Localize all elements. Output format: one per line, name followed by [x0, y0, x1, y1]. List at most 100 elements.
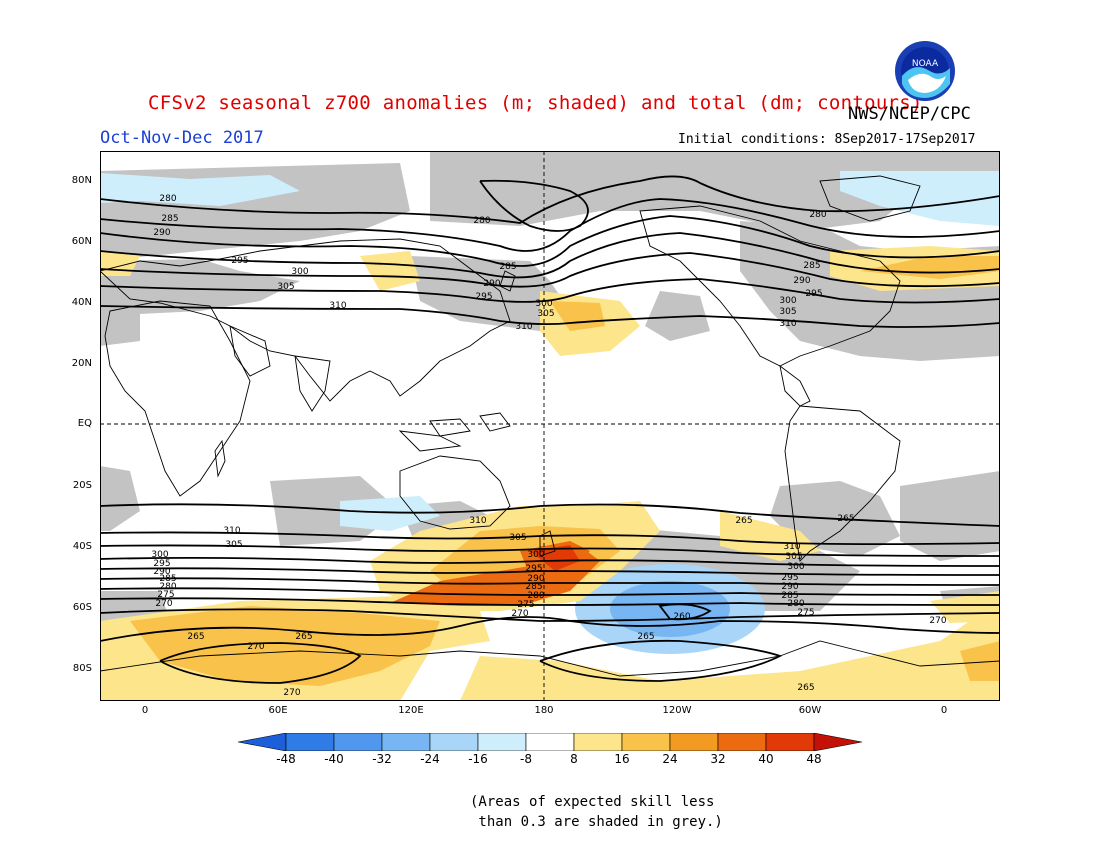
contour-label: 285 — [781, 591, 798, 601]
colorbar-label: 8 — [570, 752, 578, 766]
contour-label: 285 — [159, 574, 176, 584]
colorbar-swatch — [573, 733, 623, 751]
lon-label: 120W — [662, 705, 692, 716]
skill-note: (Areas of expected skill less than 0.3 a… — [470, 792, 723, 832]
contour-label: 300 — [787, 562, 804, 572]
lat-label: 20S — [72, 480, 92, 491]
contour-label: 285 — [499, 262, 516, 272]
negative-anomaly-shading-light — [100, 171, 1000, 531]
contour-label: 265 — [837, 514, 854, 524]
lon-label: 60W — [798, 705, 822, 716]
contour-label: 295 — [805, 289, 822, 299]
contour-label-layer: 280 285 290 295 300 305 310 280 285 290 … — [151, 194, 946, 698]
contour-label: 295 — [781, 573, 798, 583]
contour-label: 265 — [187, 632, 204, 642]
contour-label: 260 — [673, 612, 690, 622]
colorbar-swatch — [238, 733, 287, 751]
contour-label: 300 — [291, 267, 308, 277]
contour-label: 270 — [929, 616, 946, 626]
contour-label: 275 — [157, 590, 174, 600]
contour-label: 275 — [797, 608, 814, 618]
lat-label: 40S — [72, 541, 92, 552]
contour-label: 280 — [159, 194, 176, 204]
colorbar-label: -8 — [520, 752, 532, 766]
lon-label: 0 — [940, 705, 948, 716]
contour-label: 310 — [329, 301, 346, 311]
contour-label: 295 — [525, 564, 542, 574]
contour-label: 295 — [231, 256, 248, 266]
contour-label: 295 — [153, 559, 170, 569]
colorbar-label: 48 — [806, 752, 822, 766]
map-title: CFSv2 seasonal z700 anomalies (m; shaded… — [148, 92, 923, 114]
colorbar-swatch — [525, 733, 575, 751]
colorbar-swatch — [765, 733, 815, 751]
contour-label: 305 — [509, 533, 526, 543]
colorbar-label: 16 — [614, 752, 630, 766]
colorbar-swatch — [717, 733, 767, 751]
colorbar-label: 24 — [662, 752, 678, 766]
contour-label: 305 — [277, 282, 294, 292]
contour-label: 275 — [517, 600, 534, 610]
colorbar-swatch — [381, 733, 431, 751]
colorbar-label: -48 — [276, 752, 296, 766]
contour-label: 285 — [803, 261, 820, 271]
contour-label: 270 — [511, 609, 528, 619]
colorbar-label: -16 — [468, 752, 488, 766]
colorbar-label: -24 — [420, 752, 440, 766]
colorbar-swatch — [285, 733, 335, 751]
lat-label: EQ — [77, 418, 92, 429]
contour-label: 310 — [783, 542, 800, 552]
reference-lines — [100, 151, 1000, 701]
contour-label: 300 — [779, 296, 796, 306]
contour-label: 310 — [223, 526, 240, 536]
lon-label: 120E — [398, 705, 424, 716]
contour-label: 270 — [283, 688, 300, 698]
lat-label: 60N — [71, 236, 92, 247]
agency-label: NWS/NCEP/CPC — [848, 104, 971, 124]
contour-label: 285 — [161, 214, 178, 224]
colorbar-swatch — [813, 733, 862, 751]
contour-label: 295 — [475, 292, 492, 302]
positive-anomaly-shading-deep — [530, 545, 580, 571]
lon-label: 180 — [534, 705, 554, 716]
contour-label: 310 — [469, 516, 486, 526]
contour-label: 310 — [515, 322, 532, 332]
contour-label: 290 — [483, 279, 500, 289]
colorbar-swatch — [477, 733, 527, 751]
colorbar-label: 32 — [710, 752, 726, 766]
contour-label: 290 — [781, 582, 798, 592]
lat-label: 80S — [72, 663, 92, 674]
contour-label: 270 — [155, 599, 172, 609]
contour-label: 290 — [153, 567, 170, 577]
colorbar — [238, 733, 862, 751]
contour-label: 270 — [247, 642, 264, 652]
height-contours — [100, 175, 1000, 684]
colorbar-swatch — [621, 733, 671, 751]
forecast-period: Oct-Nov-Dec 2017 — [100, 128, 264, 148]
lon-label: 60E — [268, 705, 288, 716]
initial-conditions: Initial conditions: 8Sep2017-17Sep2017 — [678, 132, 976, 147]
noaa-logo: NOAA — [895, 41, 955, 101]
anomaly-map: 280 285 290 295 300 305 310 280 285 290 … — [100, 151, 1000, 701]
colorbar-label: -32 — [372, 752, 392, 766]
lat-label: 40N — [71, 297, 92, 308]
contour-label: 265 — [735, 516, 752, 526]
colorbar-swatch — [669, 733, 719, 751]
lat-label: 80N — [71, 175, 92, 186]
colorbar-swatch — [429, 733, 479, 751]
contour-label: 265 — [637, 632, 654, 642]
lat-label: 60S — [72, 602, 92, 613]
skill-note-line1: (Areas of expected skill less — [470, 794, 715, 810]
lat-label: 20N — [71, 358, 92, 369]
contour-label: 280 — [809, 210, 826, 220]
colorbar-label: 40 — [758, 752, 774, 766]
colorbar-label: -40 — [324, 752, 344, 766]
skill-note-line2: than 0.3 are shaded in grey.) — [470, 814, 723, 830]
contour-label: 290 — [793, 276, 810, 286]
contour-label: 265 — [797, 683, 814, 693]
contour-label: 305 — [225, 540, 242, 550]
contour-label: 310 — [779, 319, 796, 329]
contour-label: 280 — [473, 216, 490, 226]
contour-label: 305 — [779, 307, 796, 317]
contour-label: 300 — [527, 550, 544, 560]
